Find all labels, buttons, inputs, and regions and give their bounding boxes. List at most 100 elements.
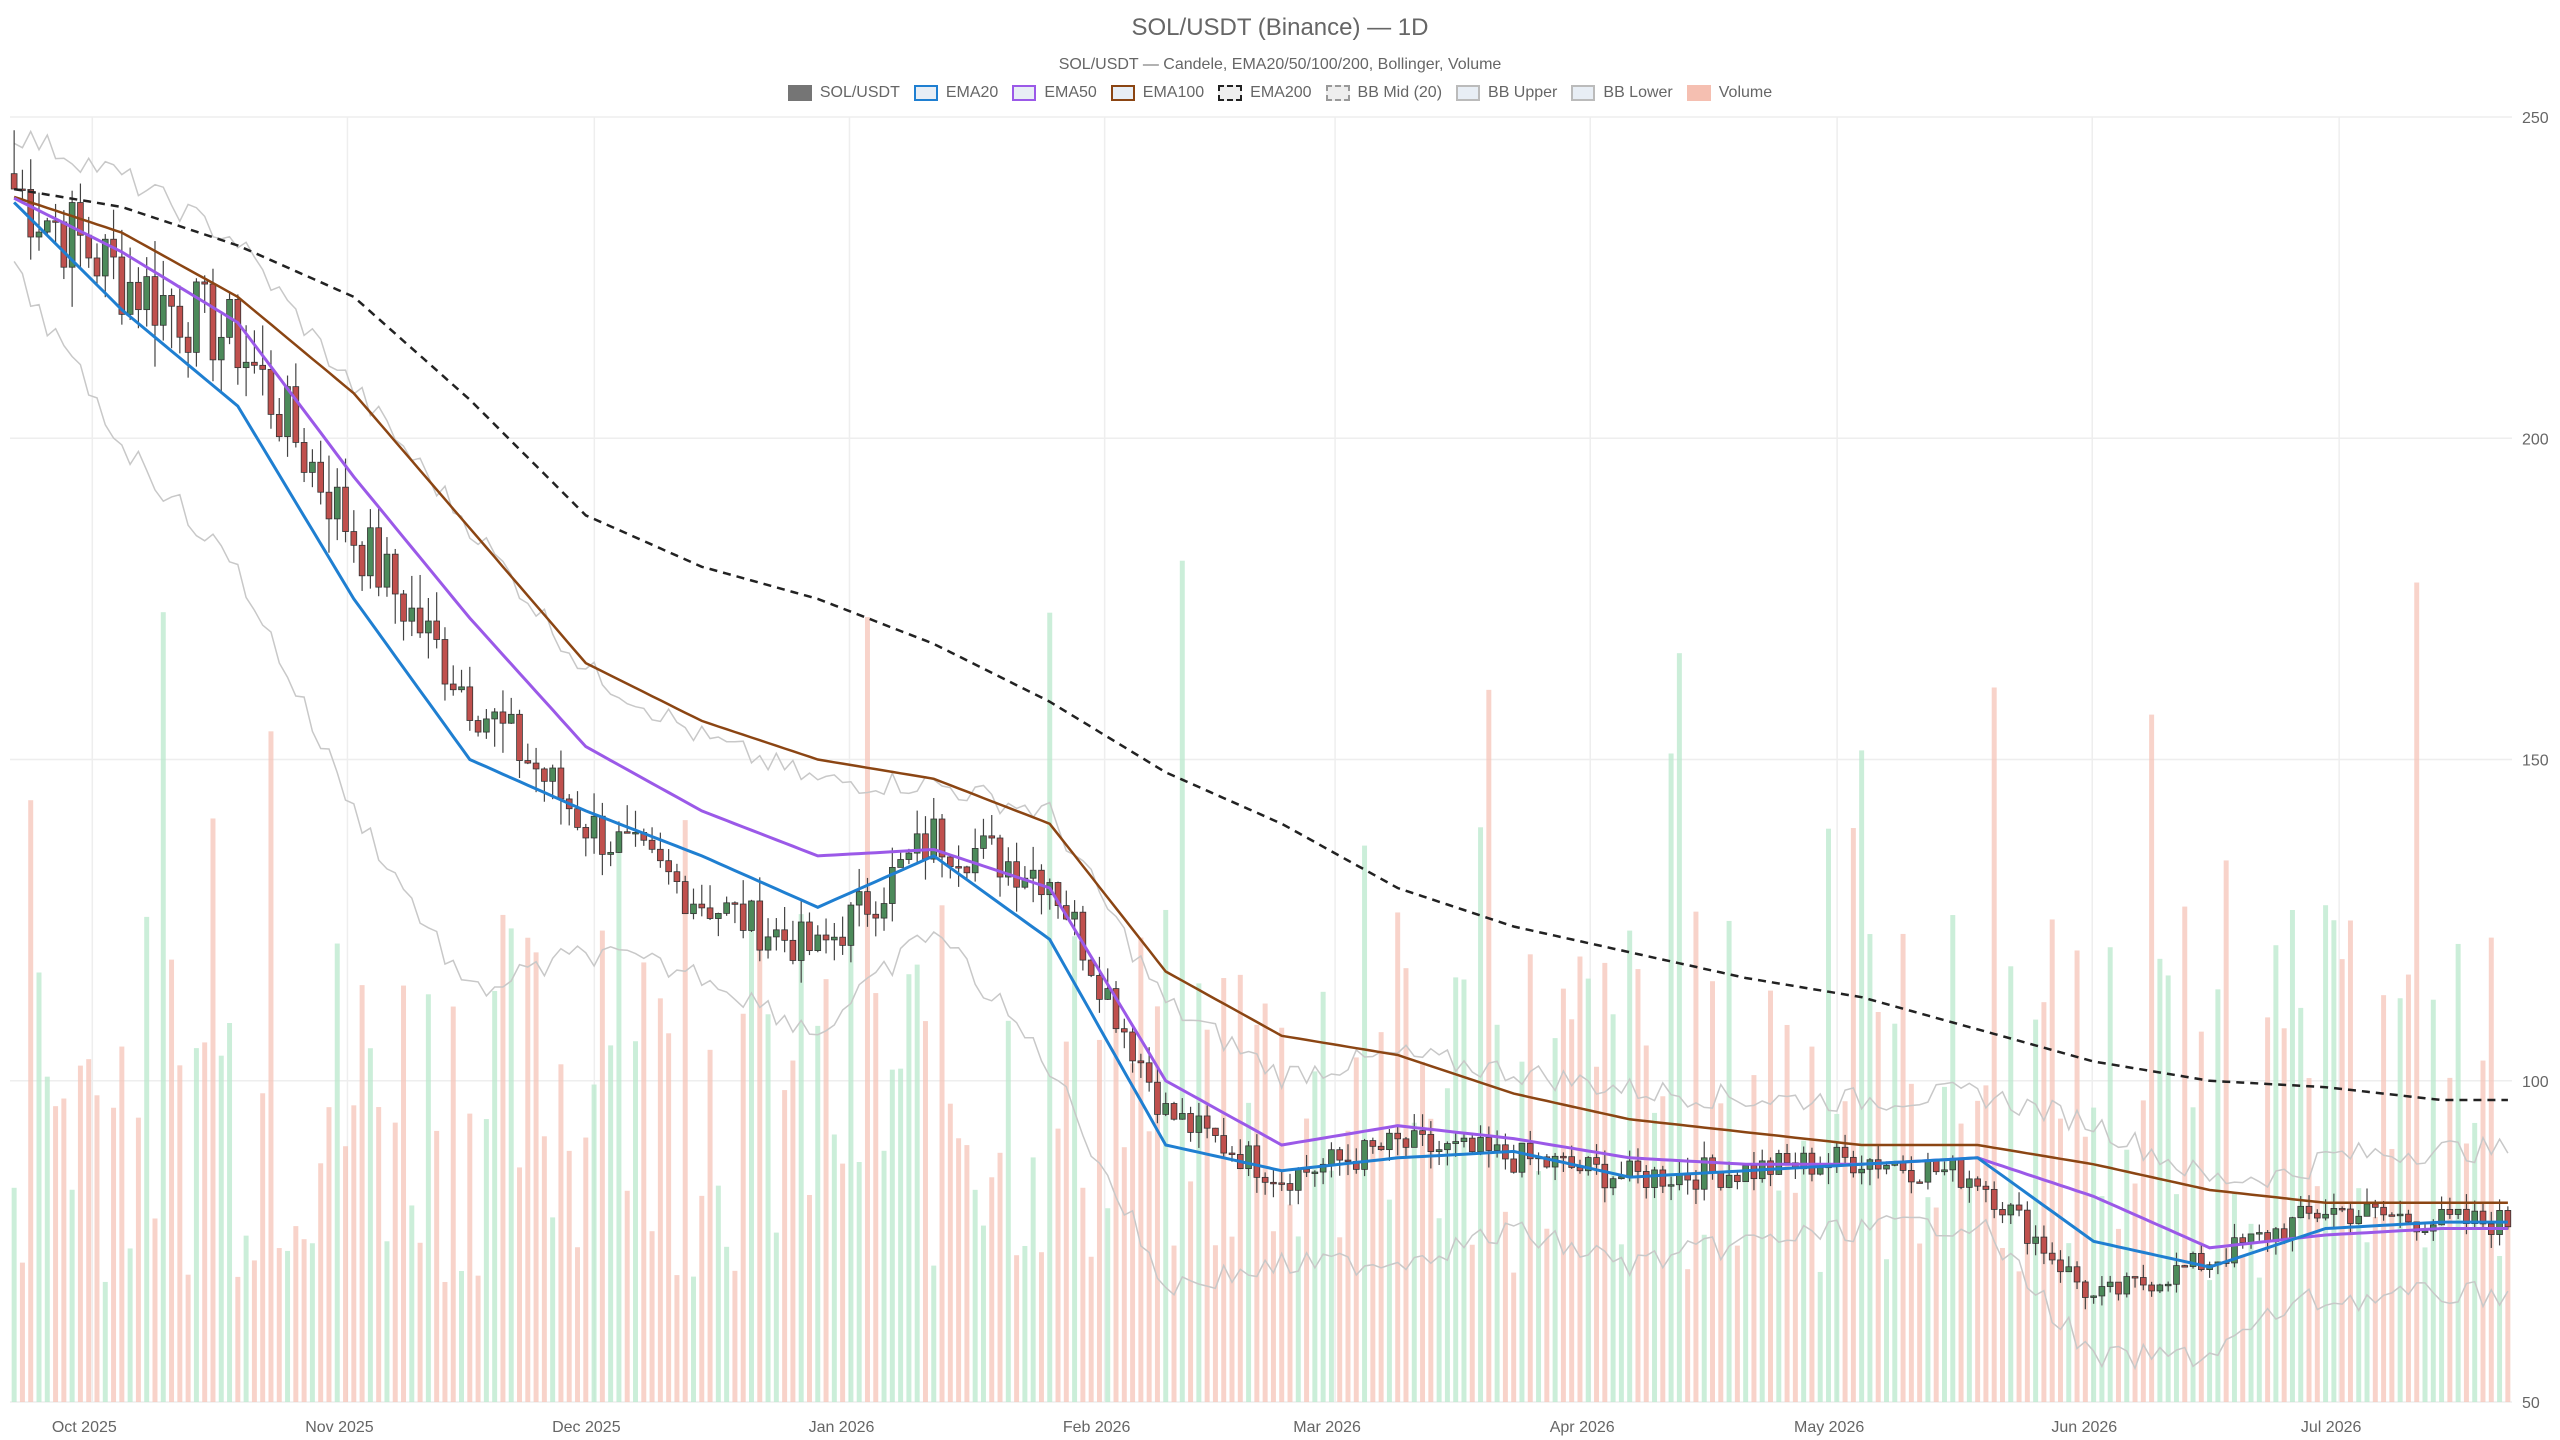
volume-bar — [169, 959, 175, 1402]
candle-body — [1054, 882, 1062, 906]
candle-body — [2015, 1204, 2023, 1211]
candle-body — [2173, 1265, 2180, 1285]
candle-body — [607, 852, 614, 855]
volume-bar — [757, 946, 763, 1402]
volume-bar — [19, 1262, 25, 1402]
candle-body — [2338, 1208, 2346, 1211]
volume-bar — [1560, 988, 1566, 1402]
candle-body — [1477, 1137, 1484, 1153]
legend-item[interactable]: BB Lower — [1571, 84, 1673, 102]
candle-body — [68, 202, 76, 268]
candle-body — [458, 686, 465, 691]
volume-bar — [773, 1232, 779, 1402]
candle-body — [1742, 1165, 1749, 1183]
volume-bar — [633, 1041, 638, 1402]
candle-body — [292, 386, 300, 443]
volume-bar — [94, 1095, 100, 1402]
candle-body — [1717, 1171, 1725, 1188]
legend-item[interactable]: EMA200 — [1218, 84, 1312, 102]
volume-bar — [931, 1265, 937, 1402]
candle-body — [499, 711, 507, 724]
candle-body — [1816, 1167, 1824, 1175]
candle-body — [2289, 1217, 2296, 1239]
volume-bar — [1569, 1019, 1575, 1402]
volume-bar — [2041, 1002, 2047, 1402]
candle-body — [101, 238, 109, 277]
candle-body — [1178, 1113, 1186, 1120]
legend-item[interactable]: SOL/USDT — [787, 84, 900, 102]
volume-bar — [160, 612, 166, 1402]
candle-body — [309, 461, 316, 473]
candle-body — [789, 939, 797, 961]
candle-body — [2189, 1253, 2197, 1267]
volume-bar — [1444, 1088, 1450, 1402]
candle-body — [963, 866, 971, 874]
volume-bar — [1809, 1046, 1815, 1402]
legend-item[interactable]: EMA50 — [1012, 84, 1097, 102]
volume-bar — [1884, 1259, 1889, 1402]
candle-body — [897, 859, 904, 868]
candle-body — [2231, 1237, 2238, 1264]
candle-body — [1121, 1028, 1128, 1033]
volume-bar — [2488, 937, 2494, 1402]
candle-body — [2024, 1209, 2031, 1244]
candle-body — [1651, 1169, 1658, 1188]
legend-swatch — [1110, 85, 1135, 101]
volume-bar — [1975, 1100, 1981, 1402]
candle-body — [1626, 1160, 1633, 1178]
volume-bar — [2505, 1222, 2511, 1402]
volume-bar — [1328, 1170, 1334, 1402]
legend-item[interactable]: EMA100 — [1110, 84, 1204, 102]
legend-item[interactable]: EMA20 — [913, 84, 998, 102]
volume-bar — [1776, 1190, 1782, 1402]
candle-body — [1468, 1137, 1476, 1153]
volume-bar — [2389, 1148, 2395, 1402]
candle-body — [615, 831, 623, 853]
volume-bar — [1817, 1271, 1823, 1402]
candle-body — [930, 818, 938, 860]
candle-body — [259, 364, 266, 370]
volume-bar — [1221, 978, 1227, 1402]
volume-bar — [1726, 920, 1732, 1402]
candle-body — [1137, 1060, 1145, 1064]
candle-body — [300, 442, 308, 473]
volume-bar — [2447, 1077, 2453, 1402]
legend-swatch — [787, 85, 812, 101]
candle-body — [35, 231, 43, 238]
candle-body — [2305, 1205, 2313, 1214]
candle-body — [1286, 1183, 1294, 1191]
legend-item[interactable]: Volume — [1686, 84, 1772, 102]
volume-bar — [2008, 966, 2014, 1402]
volume-bar — [1792, 1192, 1798, 1402]
candle-body — [1394, 1132, 1401, 1140]
volume-bar — [384, 1241, 390, 1402]
volume-bar — [1196, 983, 1202, 1402]
volume-bar — [1668, 753, 1674, 1402]
volume-bar — [508, 928, 514, 1402]
candle-body — [723, 902, 730, 914]
volume-bar — [44, 1076, 50, 1402]
volume-bar — [119, 1046, 125, 1402]
volume-bar — [541, 1136, 547, 1402]
candle-body — [1112, 988, 1120, 1030]
legend-item[interactable]: BB Mid (20) — [1325, 84, 1442, 102]
candle-body — [466, 686, 474, 721]
volume-bar — [1055, 1128, 1061, 1402]
volume-bar — [1047, 612, 1053, 1402]
legend-item[interactable]: BB Upper — [1456, 84, 1557, 102]
bb-upper-line — [13, 129, 2509, 1189]
volume-bar — [1710, 981, 1716, 1402]
volume-bar — [2306, 1078, 2312, 1402]
candle-body — [889, 867, 896, 904]
volume-bar — [566, 1150, 572, 1402]
volume-bar — [2049, 919, 2055, 1402]
volume-bar — [218, 1055, 224, 1402]
volume-bar — [2430, 999, 2436, 1402]
candle-body — [1584, 1157, 1592, 1172]
candle-body — [1924, 1160, 1932, 1183]
candle-body — [1932, 1160, 1940, 1173]
candle-body — [1452, 1141, 1459, 1144]
bb-lower-line — [13, 260, 2509, 1371]
volume-bar — [1229, 1236, 1235, 1402]
x-tick-label: Mar 2026 — [1293, 1419, 1361, 1436]
